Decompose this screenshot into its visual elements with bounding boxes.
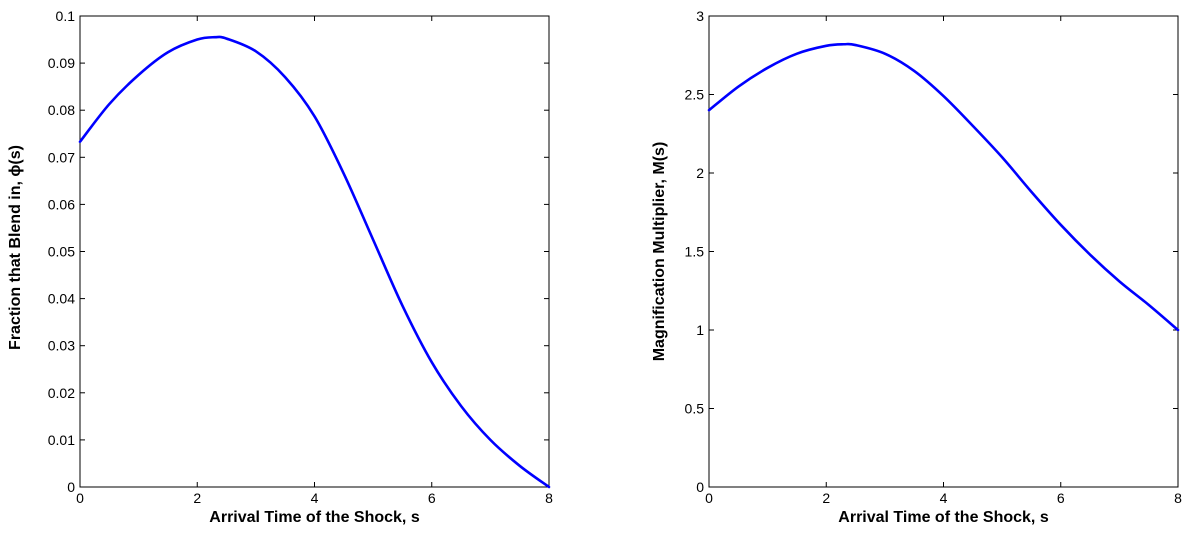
x-tick-label: 4 xyxy=(311,490,319,506)
chart-2: 0 2 4 6 8 0 0.5 1 1.5 2 2.5 3 Arrival Time of the Sh… xyxy=(651,8,1182,526)
y-axis-label: Fraction that Blend in, ϕ(s) xyxy=(7,145,24,350)
y-tick-label: 0.1 xyxy=(56,8,76,24)
x-tick-label: 6 xyxy=(428,490,436,506)
series-line-1 xyxy=(78,35,551,489)
x-axis-label: Arrival Time of the Shock, s xyxy=(838,509,1049,526)
y-tick-label: 0 xyxy=(696,479,704,495)
plot-frame xyxy=(79,15,550,488)
y-tick-label: 0.02 xyxy=(48,385,75,401)
y-tick-label: 1.5 xyxy=(685,244,705,260)
x-tick-label: 0 xyxy=(705,490,713,506)
y-tick-label: 2.5 xyxy=(685,87,705,103)
x-tick-label: 8 xyxy=(545,490,553,506)
x-tick-label: 2 xyxy=(822,490,830,506)
y-tick-label: 0.08 xyxy=(48,102,75,118)
y-tick-label: 3 xyxy=(696,8,704,24)
x-tick-label: 0 xyxy=(76,490,84,506)
y-tick-label: 2 xyxy=(696,165,704,181)
y-tick-label: 0.03 xyxy=(48,338,75,354)
y-tick-label: 0.5 xyxy=(685,401,705,417)
x-tick-label: 8 xyxy=(1174,490,1182,506)
x-tick-label: 6 xyxy=(1057,490,1065,506)
y-tick-label: 0.09 xyxy=(48,55,75,71)
y-tick-label: 0.01 xyxy=(48,432,75,448)
chart-1: 0 2 4 6 8 0 0.01 0.02 0.03 0.04 0.05 0.06 0.07 0.08 0.… xyxy=(7,8,553,526)
x-tick-label: 2 xyxy=(193,490,201,506)
series-line-1 xyxy=(707,42,1180,332)
y-tick-label: 0 xyxy=(67,479,75,495)
y-tick-label: 0.07 xyxy=(48,149,75,165)
plot-frame xyxy=(708,15,1179,488)
x-axis-label: Arrival Time of the Shock, s xyxy=(209,509,420,526)
y-tick-label: 1 xyxy=(696,322,704,338)
y-axis-label: Magnification Multiplier, M(s) xyxy=(651,142,668,362)
y-tick-label: 0.06 xyxy=(48,196,75,212)
y-tick-label: 0.05 xyxy=(48,244,75,260)
y-tick-label: 0.04 xyxy=(48,291,75,307)
x-tick-label: 4 xyxy=(940,490,948,506)
